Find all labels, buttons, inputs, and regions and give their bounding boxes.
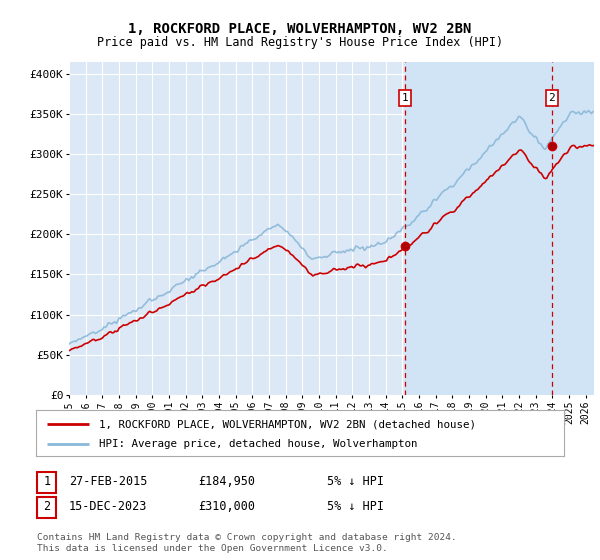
- Text: Contains HM Land Registry data © Crown copyright and database right 2024.
This d: Contains HM Land Registry data © Crown c…: [37, 533, 457, 553]
- Text: 2: 2: [43, 500, 50, 514]
- Bar: [551, 62, 594, 395]
- Text: 1, ROCKFORD PLACE, WOLVERHAMPTON, WV2 2BN (detached house): 1, ROCKFORD PLACE, WOLVERHAMPTON, WV2 2B…: [100, 419, 476, 430]
- Text: £184,950: £184,950: [198, 475, 255, 488]
- Bar: [405, 62, 551, 395]
- Text: 1, ROCKFORD PLACE, WOLVERHAMPTON, WV2 2BN: 1, ROCKFORD PLACE, WOLVERHAMPTON, WV2 2B…: [128, 22, 472, 36]
- Text: 27-FEB-2015: 27-FEB-2015: [69, 475, 148, 488]
- Text: 1: 1: [43, 475, 50, 488]
- Text: 5% ↓ HPI: 5% ↓ HPI: [327, 475, 384, 488]
- Text: 2: 2: [548, 93, 555, 102]
- Text: Price paid vs. HM Land Registry's House Price Index (HPI): Price paid vs. HM Land Registry's House …: [97, 36, 503, 49]
- Bar: [551, 62, 594, 395]
- Text: 5% ↓ HPI: 5% ↓ HPI: [327, 500, 384, 514]
- Text: 15-DEC-2023: 15-DEC-2023: [69, 500, 148, 514]
- Text: 1: 1: [401, 93, 408, 102]
- Text: HPI: Average price, detached house, Wolverhampton: HPI: Average price, detached house, Wolv…: [100, 438, 418, 449]
- Text: £310,000: £310,000: [198, 500, 255, 514]
